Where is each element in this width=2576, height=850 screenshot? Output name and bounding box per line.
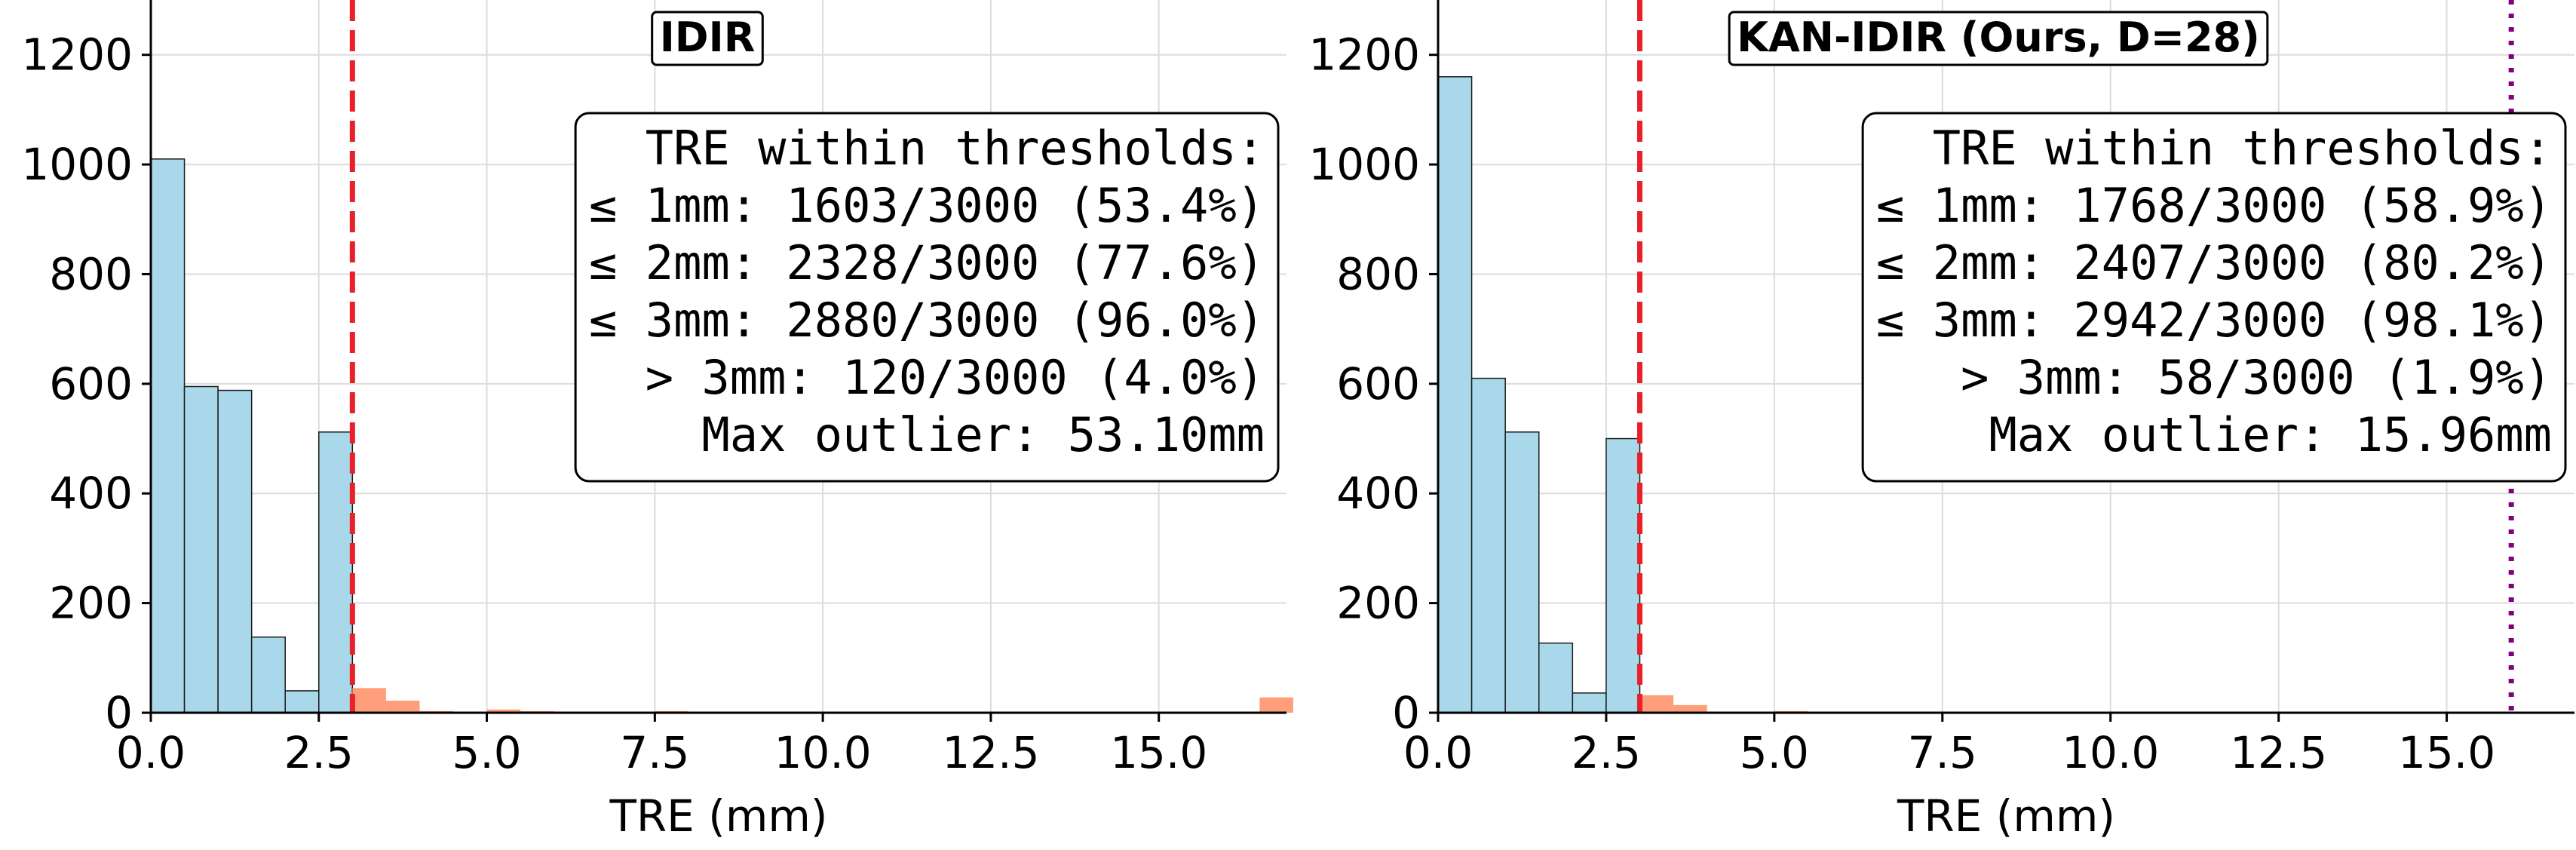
bar-within [1470,377,1506,713]
x-axis-label: TRE (mm) [1897,790,2115,842]
panel-1: 0.0 2.5 5.0 7.5 10.0 12.5 15.0 0 200 400 600 800 100… [21,0,1293,842]
annotation-line: > 3mm: 120/3000 (4.0%) [646,350,1265,405]
x-tick-label: 0.0 [116,727,186,778]
chart-title-text: KAN-IDIR (Ours, D=28) [1737,14,2260,61]
y-tick-label: 0 [105,687,133,738]
x-axis-label: TRE (mm) [609,790,827,842]
bar-outlier [352,688,386,713]
annotation-line: ≤ 3mm: 2942/3000 (98.1%) [1876,293,2552,348]
y-tick-label: 200 [49,578,133,629]
chart-title-text: IDIR [660,14,756,61]
annotation-line: TRE within thresholds: [646,121,1265,176]
x-tick-label: 7.5 [620,727,689,778]
x-tick-label: 15.0 [2398,727,2495,778]
threshold-annotation: TRE within thresholds:≤ 1mm: 1768/3000 (… [1861,112,2567,483]
threshold-annotation: TRE within thresholds:≤ 1mm: 1603/3000 (… [574,112,1280,483]
chart-title-box [1728,11,2269,66]
x-tick-label: 5.0 [1740,727,1809,778]
bar-within [1504,431,1540,713]
y-tick-label: 600 [1336,358,1420,410]
annotation-line: Max outlier: 15.96mm [1989,407,2552,462]
annotation-line: ≤ 1mm: 1768/3000 (58.9%) [1876,178,2552,233]
y-tick-label: 600 [49,358,133,410]
bar-within [150,158,186,713]
x-tick-label: 2.5 [1572,727,1641,778]
bar-outlier [1639,695,1674,713]
bar-outlier [1259,697,1293,713]
bar-within [1605,437,1641,713]
x-tick-label: 10.0 [774,727,872,778]
bar-within [183,385,219,713]
y-tick-label: 1000 [1308,139,1420,190]
annotation-line: TRE within thresholds: [1933,121,2552,176]
bar-outlier [486,709,521,713]
bar-within [250,636,286,713]
annotation-line: ≤ 2mm: 2328/3000 (77.6%) [589,235,1265,290]
annotation-line: ≤ 3mm: 2880/3000 (96.0%) [589,293,1265,348]
panel-2: 0.0 2.5 5.0 7.5 10.0 12.5 15.0 0 200 400 600 800 100… [1308,0,2574,842]
y-tick-label: 400 [49,468,133,519]
bar-within [1538,642,1574,713]
x-tick-label: 12.5 [2230,727,2327,778]
y-tick-label: 800 [49,248,133,299]
bar-outlier [1673,704,1707,713]
x-tick-label: 2.5 [284,727,354,778]
bar-outlier [385,701,420,713]
y-tick-label: 200 [1336,578,1420,629]
y-tick-label: 800 [1336,248,1420,299]
annotation-line: > 3mm: 58/3000 (1.9%) [1961,350,2552,405]
annotation-line: Max outlier: 53.10mm [701,407,1265,462]
annotation-box [574,112,1280,483]
x-tick-label: 10.0 [2062,727,2159,778]
x-tick-label: 7.5 [1908,727,1977,778]
chart-title: IDIR [651,11,764,66]
x-tick-label: 15.0 [1110,727,1207,778]
annotation-line: ≤ 2mm: 2407/3000 (80.2%) [1876,235,2552,290]
y-tick-label: 400 [1336,468,1420,519]
y-tick-label: 1000 [21,139,133,190]
chart-title: KAN-IDIR (Ours, D=28) [1728,11,2269,66]
bar-within [1572,692,1607,713]
annotation-box [1861,112,2567,483]
bar-within [318,431,354,713]
x-tick-label: 5.0 [452,727,521,778]
x-tick-label: 0.0 [1403,727,1473,778]
bar-within [1437,76,1473,713]
bar-within [217,389,253,713]
y-tick-label: 1200 [1308,29,1420,81]
annotation-line: ≤ 1mm: 1603/3000 (53.4%) [589,178,1265,233]
x-tick-label: 12.5 [942,727,1039,778]
y-tick-label: 0 [1392,687,1420,738]
chart-title-box [651,11,764,66]
bar-within [284,690,320,713]
y-tick-label: 1200 [21,29,133,81]
